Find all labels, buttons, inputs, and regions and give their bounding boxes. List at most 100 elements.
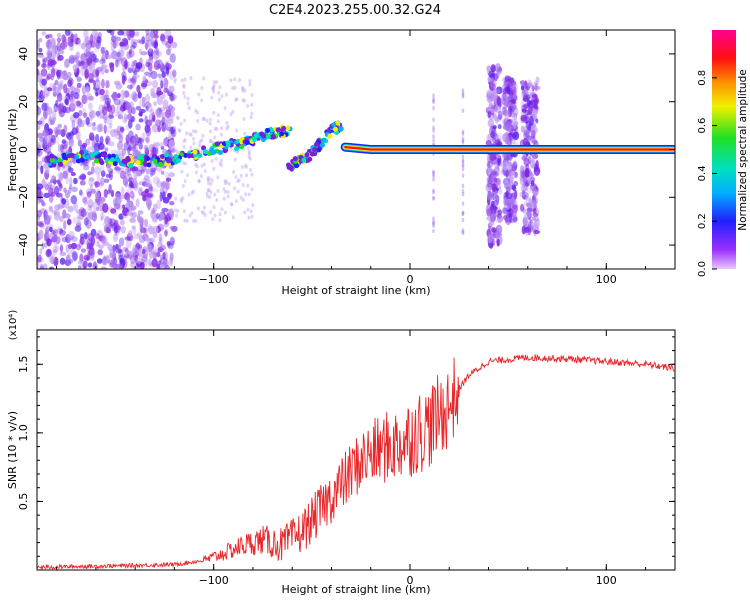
noise-point <box>48 226 53 232</box>
noise-point <box>50 37 56 44</box>
noise-point <box>184 161 188 166</box>
noise-point <box>38 117 45 127</box>
y-tick-label: −20 <box>17 186 30 209</box>
noise-point <box>60 143 64 153</box>
noise-point <box>102 50 107 56</box>
noise-point <box>491 182 497 193</box>
noise-point <box>145 119 153 127</box>
noise-point <box>118 48 125 54</box>
noise-point <box>491 209 497 215</box>
noise-point <box>63 213 71 219</box>
noise-point <box>535 118 539 124</box>
snr-frame <box>36 329 676 571</box>
noise-point <box>138 112 143 117</box>
noise-point <box>122 176 129 187</box>
noise-point <box>135 264 141 269</box>
noise-point <box>55 192 63 198</box>
noise-point <box>90 235 96 246</box>
noise-point <box>63 83 68 94</box>
noise-point <box>189 76 193 81</box>
noise-point <box>37 106 42 116</box>
track-point <box>128 162 134 168</box>
noise-point <box>146 102 153 113</box>
noise-point <box>41 78 47 86</box>
noise-point <box>486 190 494 201</box>
track-point <box>338 126 344 132</box>
noise-point <box>182 209 186 214</box>
noise-point <box>74 56 78 63</box>
noise-point <box>461 154 465 160</box>
noise-point <box>143 77 147 86</box>
noise-point <box>501 91 509 101</box>
noise-point <box>42 58 46 68</box>
noise-point <box>505 87 511 93</box>
noise-point <box>60 79 64 85</box>
noise-point <box>65 87 71 95</box>
noise-point <box>188 213 192 218</box>
noise-point <box>44 208 49 216</box>
noise-point <box>102 106 108 116</box>
noise-point <box>489 231 496 241</box>
noise-point <box>56 41 62 52</box>
noise-point <box>141 132 146 142</box>
noise-point <box>525 192 530 202</box>
noise-point <box>486 65 492 73</box>
noise-point <box>117 30 125 36</box>
noise-point <box>159 81 166 88</box>
noise-point <box>118 248 122 254</box>
noise-point <box>153 101 157 106</box>
noise-point <box>100 64 108 70</box>
noise-point <box>125 238 132 249</box>
noise-point <box>159 212 165 221</box>
track-point <box>239 144 245 150</box>
noise-point <box>156 251 161 258</box>
noise-point <box>183 77 187 82</box>
noise-point <box>59 251 67 256</box>
noise-point <box>130 76 136 87</box>
noise-point <box>136 84 141 93</box>
noise-point <box>79 236 85 245</box>
noise-point <box>214 156 218 161</box>
noise-point <box>490 64 496 73</box>
noise-point <box>77 139 82 147</box>
noise-point <box>101 54 106 63</box>
noise-point <box>512 107 519 117</box>
noise-point <box>57 144 61 153</box>
noise-point <box>141 96 146 103</box>
noise-point <box>37 132 44 139</box>
noise-point <box>527 104 534 114</box>
noise-point <box>461 94 465 99</box>
noise-point <box>100 46 107 54</box>
noise-point <box>505 211 513 218</box>
noise-point <box>533 229 541 235</box>
noise-point <box>57 102 65 113</box>
noise-point <box>523 157 530 167</box>
noise-point <box>156 141 160 151</box>
noise-point <box>461 183 465 189</box>
noise-point <box>533 215 540 223</box>
noise-point <box>173 125 177 130</box>
noise-point <box>505 136 511 146</box>
noise-point <box>64 30 71 37</box>
noise-point <box>62 144 68 150</box>
noise-point <box>120 89 126 100</box>
track-point <box>279 131 285 137</box>
colorbar-tick-label: 0.8 <box>697 70 708 86</box>
noise-point <box>88 177 95 182</box>
noise-point <box>39 265 45 269</box>
noise-point <box>103 188 108 198</box>
noise-point <box>487 111 492 118</box>
noise-point <box>37 124 41 130</box>
noise-point <box>512 112 518 118</box>
noise-point <box>496 115 502 123</box>
noise-point <box>218 85 222 90</box>
noise-point <box>131 225 136 230</box>
noise-point <box>250 172 254 177</box>
noise-point <box>233 85 237 90</box>
noise-point <box>511 204 518 214</box>
noise-point <box>47 181 52 188</box>
noise-point <box>531 85 535 92</box>
noise-point <box>96 240 100 247</box>
noise-point <box>182 84 186 89</box>
noise-point <box>494 164 499 172</box>
